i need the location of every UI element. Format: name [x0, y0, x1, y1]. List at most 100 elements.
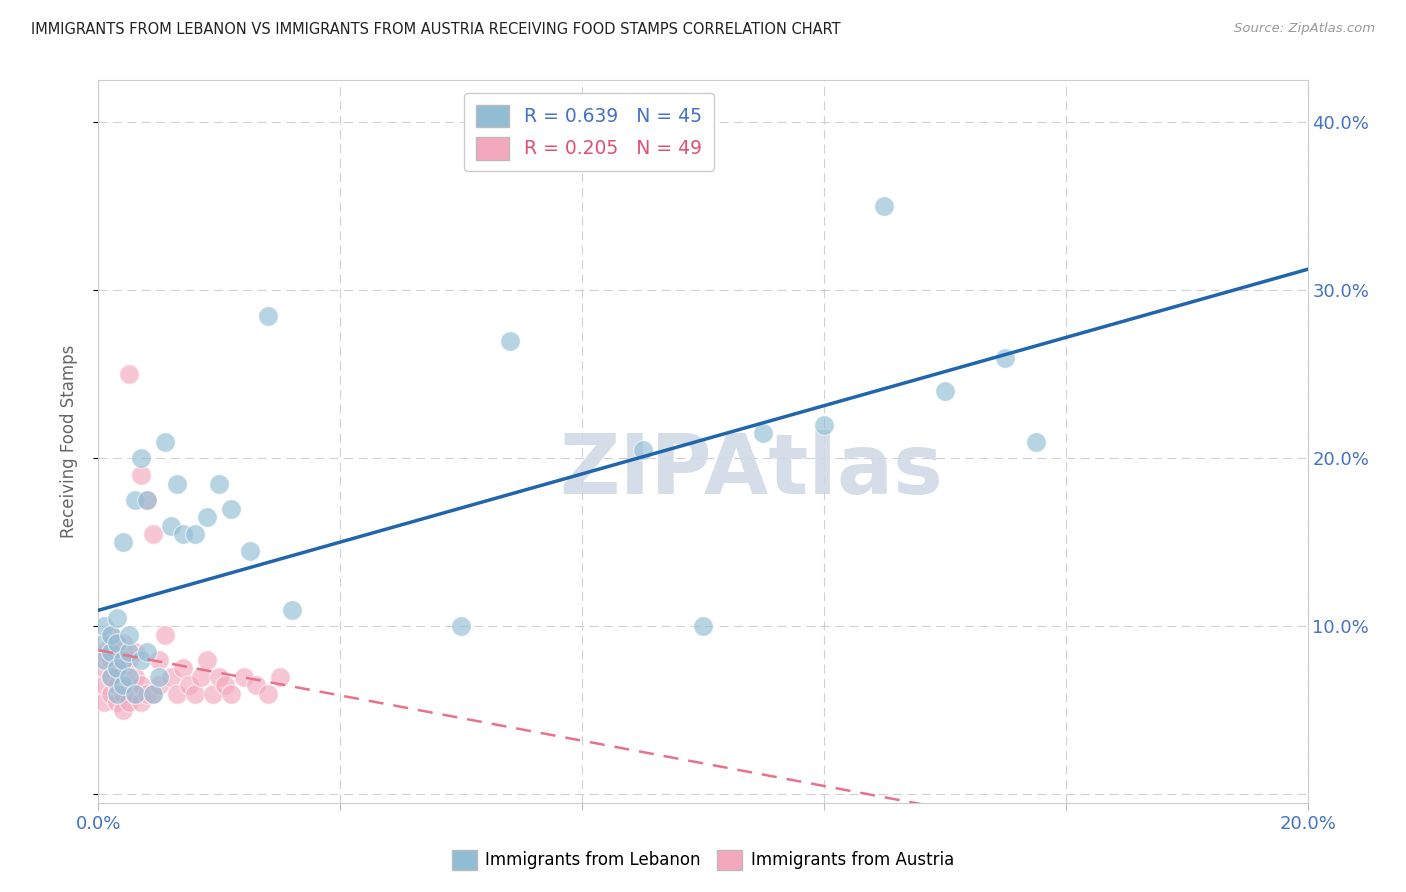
Point — [100, 653, 122, 667]
Point — [129, 695, 152, 709]
Point — [184, 687, 207, 701]
Point — [934, 384, 956, 398]
Point — [752, 426, 775, 441]
Point — [111, 636, 134, 650]
Point — [142, 687, 165, 701]
Point — [269, 670, 291, 684]
Legend: R = 0.639   N = 45, R = 0.205   N = 49: R = 0.639 N = 45, R = 0.205 N = 49 — [464, 94, 714, 171]
Point — [256, 687, 278, 701]
Point — [245, 678, 267, 692]
Point — [105, 636, 128, 650]
Text: ZIPAtlas: ZIPAtlas — [560, 430, 943, 511]
Point — [142, 527, 165, 541]
Point — [153, 434, 176, 449]
Point — [166, 687, 188, 701]
Point — [105, 695, 128, 709]
Point — [100, 628, 122, 642]
Point — [135, 493, 157, 508]
Point — [172, 661, 194, 675]
Point — [179, 678, 201, 692]
Point — [148, 670, 170, 684]
Point — [172, 527, 194, 541]
Point — [160, 670, 183, 684]
Point — [118, 628, 141, 642]
Point — [118, 368, 141, 382]
Point — [111, 678, 134, 692]
Point — [124, 644, 146, 658]
Point — [498, 334, 520, 348]
Point — [100, 636, 122, 650]
Point — [111, 535, 134, 549]
Point — [124, 670, 146, 684]
Point — [124, 493, 146, 508]
Point — [148, 678, 170, 692]
Point — [190, 670, 212, 684]
Point — [100, 670, 122, 684]
Point — [111, 661, 134, 675]
Point — [184, 527, 207, 541]
Point — [221, 687, 243, 701]
Point — [111, 703, 134, 717]
Point — [93, 636, 115, 650]
Point — [100, 644, 122, 658]
Point — [118, 678, 141, 692]
Legend: Immigrants from Lebanon, Immigrants from Austria: Immigrants from Lebanon, Immigrants from… — [446, 843, 960, 877]
Point — [208, 476, 231, 491]
Point — [160, 518, 183, 533]
Point — [256, 309, 278, 323]
Point — [1024, 434, 1046, 449]
Point — [873, 199, 896, 213]
Point — [105, 644, 128, 658]
Point — [813, 417, 835, 432]
Y-axis label: Receiving Food Stamps: Receiving Food Stamps — [59, 345, 77, 538]
Point — [124, 687, 146, 701]
Point — [105, 611, 128, 625]
Point — [631, 442, 654, 457]
Point — [232, 670, 254, 684]
Point — [100, 628, 122, 642]
Point — [281, 602, 304, 616]
Text: IMMIGRANTS FROM LEBANON VS IMMIGRANTS FROM AUSTRIA RECEIVING FOOD STAMPS CORRELA: IMMIGRANTS FROM LEBANON VS IMMIGRANTS FR… — [31, 22, 841, 37]
Point — [153, 628, 176, 642]
Point — [166, 476, 188, 491]
Point — [135, 644, 157, 658]
Point — [100, 670, 122, 684]
Point — [214, 678, 236, 692]
Point — [221, 501, 243, 516]
Point — [111, 653, 134, 667]
Point — [93, 619, 115, 633]
Point — [148, 653, 170, 667]
Point — [195, 653, 218, 667]
Point — [129, 451, 152, 466]
Point — [239, 543, 262, 558]
Point — [105, 687, 128, 701]
Point — [118, 695, 141, 709]
Point — [111, 687, 134, 701]
Point — [129, 468, 152, 483]
Point — [93, 678, 115, 692]
Point — [129, 678, 152, 692]
Point — [135, 493, 157, 508]
Point — [208, 670, 231, 684]
Point — [105, 661, 128, 675]
Point — [118, 670, 141, 684]
Point — [118, 653, 141, 667]
Point — [692, 619, 714, 633]
Point — [93, 644, 115, 658]
Point — [129, 653, 152, 667]
Point — [93, 695, 115, 709]
Point — [135, 687, 157, 701]
Point — [124, 687, 146, 701]
Point — [195, 510, 218, 524]
Point — [105, 678, 128, 692]
Point — [994, 351, 1017, 365]
Point — [142, 687, 165, 701]
Point — [93, 653, 115, 667]
Point — [93, 661, 115, 675]
Text: Source: ZipAtlas.com: Source: ZipAtlas.com — [1234, 22, 1375, 36]
Point — [118, 644, 141, 658]
Point — [105, 661, 128, 675]
Point — [100, 687, 122, 701]
Point — [450, 619, 472, 633]
Point — [202, 687, 225, 701]
